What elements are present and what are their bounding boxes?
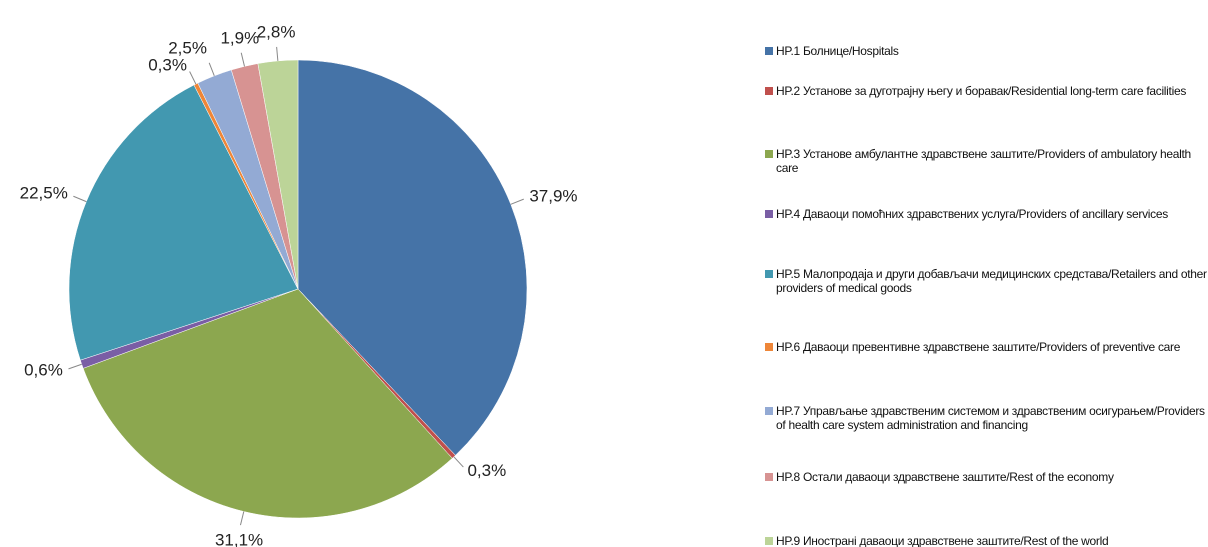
pie-slice — [297, 59, 528, 456]
legend-swatch — [765, 473, 773, 481]
legend-entry: HP.1 Болнице/Hospitals — [765, 44, 1208, 58]
legend-label: HP.3 Установе амбулантне здравствене заш… — [776, 147, 1191, 175]
leader-line — [240, 52, 245, 67]
legend-swatch — [765, 343, 773, 351]
data-label: 2,5% — [168, 39, 207, 58]
leader-line — [189, 71, 197, 85]
legend-entry: HP.5 Малопродаја и други добављачи медиц… — [765, 267, 1208, 295]
leader-line — [208, 62, 215, 77]
leader-line — [453, 456, 464, 468]
legend-entry: HP.6 Даваоци превентивне здравствене заш… — [765, 340, 1208, 354]
legend-label: HP.9 Иностранi даваоци здравствене зашти… — [776, 534, 1109, 547]
legend-entry: HP.7 Управљање здравственим системом и з… — [765, 404, 1208, 432]
legend-entry: HP.9 Иностранi даваоци здравствене зашти… — [765, 534, 1208, 547]
legend-entry: HP.4 Даваоци помоћних здравствених услуг… — [765, 207, 1208, 221]
leader-line — [276, 46, 279, 61]
leader-line — [73, 195, 87, 203]
data-label: 37,9% — [529, 186, 577, 205]
legend-swatch — [765, 210, 773, 218]
data-label: 2,8% — [257, 22, 296, 41]
legend-swatch — [765, 150, 773, 158]
legend-label: HP.1 Болнице/Hospitals — [776, 44, 899, 58]
data-label: 0,3% — [148, 56, 187, 75]
data-label: 22,5% — [20, 183, 68, 202]
data-label: 0,6% — [24, 360, 63, 379]
legend-swatch — [765, 270, 773, 278]
data-label: 1,9% — [220, 28, 259, 47]
leader-line — [239, 511, 245, 526]
legend-label: HP.6 Даваоци превентивне здравствене заш… — [776, 340, 1181, 354]
legend-label: HP.5 Малопродаја и други добављачи медиц… — [776, 267, 1207, 295]
leader-line — [510, 198, 524, 205]
data-label: 0,3% — [467, 461, 506, 480]
legend-label: HP.4 Даваоци помоћних здравствених услуг… — [776, 207, 1168, 221]
legend-label: HP.8 Остали даваоци здравствене заштите/… — [776, 470, 1114, 484]
legend-entry: HP.2 Установе за дуготрајну његу и борав… — [765, 84, 1208, 98]
legend-swatch — [765, 407, 773, 415]
data-label: 31,1% — [215, 530, 263, 547]
legend-label: HP.2 Установе за дуготрајну његу и борав… — [776, 84, 1187, 98]
legend-label: HP.7 Управљање здравственим системом и з… — [776, 404, 1205, 432]
legend-entry: HP.8 Остали даваоци здравствене заштите/… — [765, 470, 1208, 484]
legend-entry: HP.3 Установе амбулантне здравствене заш… — [765, 147, 1208, 175]
leader-line — [68, 363, 82, 370]
legend-swatch — [765, 537, 773, 545]
legend-swatch — [765, 47, 773, 55]
legend-swatch — [765, 87, 773, 95]
chart: 37,9%0,3%31,1%0,6%22,5%0,3%2,5%1,9%2,8% — [20, 22, 578, 547]
